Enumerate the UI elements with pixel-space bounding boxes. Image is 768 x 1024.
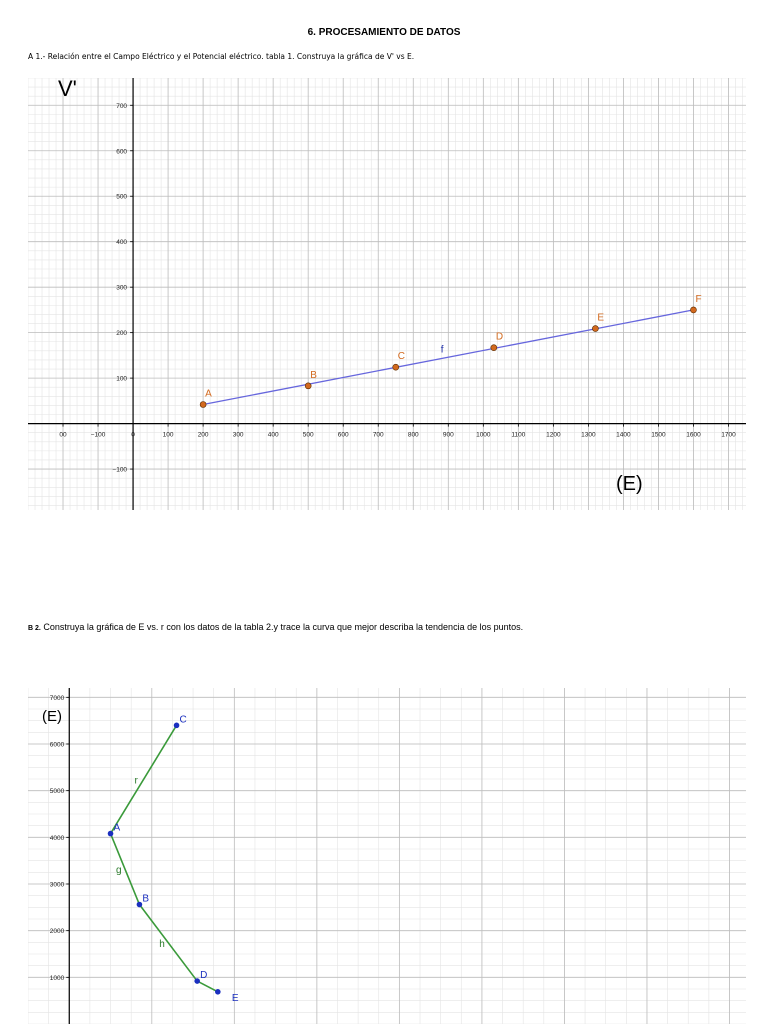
data-point (304, 382, 312, 390)
chart-e-vs-r: 1000 2000 3000 4000 5000 6000 7000 (E) r g h C A B D E (28, 688, 746, 1024)
y-tick-label: 400 (116, 239, 127, 246)
x-tick-label: 1600 (686, 432, 701, 439)
x-tick-label: 1400 (616, 432, 631, 439)
point-label: E (597, 313, 604, 324)
series-line-f (202, 309, 694, 406)
point-label: D (496, 332, 503, 343)
y-tick-label: 100 (116, 376, 127, 383)
data-point (173, 722, 180, 729)
x-tick-label: −100 (91, 432, 106, 439)
page-heading: 6. PROCESAMIENTO DE DATOS (307, 27, 461, 38)
data-point (690, 306, 697, 314)
x-tick-label: 600 (338, 432, 349, 439)
point-label: E (232, 993, 239, 1004)
x-tick-label: 700 (373, 432, 384, 439)
point-label: B (142, 894, 149, 905)
data-point (215, 989, 221, 995)
y-tick-label: 700 (116, 103, 127, 110)
x-tick-label: 400 (268, 432, 279, 439)
x-tick-label: 00 (59, 432, 67, 439)
x-tick-label: 1000 (476, 432, 491, 439)
chart-v-vs-e: 00 −100 0 100 200 300 400 500 600 700 800 900 1000 11… (28, 78, 746, 510)
y-tick-label: 1000 (50, 975, 65, 982)
data-point (392, 363, 400, 371)
y-tick-label: 600 (116, 148, 127, 155)
y-tick-label: 2000 (50, 928, 65, 935)
y-tick-label: 4000 (50, 835, 65, 842)
y-tick-label: −100 (112, 467, 127, 474)
point-label: C (398, 351, 405, 362)
point-label: A (205, 389, 212, 400)
line-label: f (441, 344, 444, 355)
y-axis-title: (E) (42, 708, 62, 725)
y-tick-label: 500 (116, 194, 127, 201)
point-label: A (114, 823, 121, 834)
x-tick-label: 0 (131, 432, 135, 439)
x-tick-label: 1100 (511, 432, 525, 439)
data-point (107, 830, 114, 837)
point-label: B (310, 370, 317, 381)
x-tick-label: 1700 (721, 432, 736, 439)
segment-label: h (159, 939, 165, 950)
x-tick-label: 300 (233, 432, 244, 439)
x-tick-label: 800 (408, 432, 419, 439)
series-segment (109, 724, 178, 835)
data-point (199, 401, 207, 408)
y-tick-label: 300 (116, 285, 127, 292)
data-point (592, 325, 599, 332)
x-tick-label: 1300 (581, 432, 596, 439)
y-tick-label: 5000 (50, 788, 65, 795)
x-axis-title: (E) (616, 473, 643, 495)
series-segment (109, 833, 141, 905)
y-tick-label: 6000 (50, 742, 65, 749)
y-tick-label: 200 (116, 330, 127, 337)
instruction-b: B 2. Construya la gráfica de E vs. r con… (28, 622, 523, 632)
x-tick-label: 1200 (546, 432, 561, 439)
data-point (490, 344, 498, 351)
x-tick-label: 1500 (651, 432, 666, 439)
segment-label: g (116, 865, 122, 876)
y-axis-title: V' (58, 78, 77, 101)
point-label: D (200, 970, 207, 981)
data-point (136, 901, 143, 908)
y-tick-label: 3000 (50, 882, 65, 889)
point-label: C (180, 714, 187, 725)
series-segment (138, 904, 198, 982)
instruction-b-label: B 2. (28, 625, 41, 632)
x-tick-label: 500 (303, 432, 314, 439)
x-tick-label: 900 (443, 432, 454, 439)
instruction-a: A 1.- Relación entre el Campo Eléctrico … (28, 52, 415, 61)
series-segment (196, 980, 219, 993)
instruction-b-text: Construya la gráfica de E vs. r con los … (40, 622, 524, 632)
y-tick-label: 7000 (50, 695, 65, 702)
x-tick-label: 200 (198, 432, 209, 439)
data-point (194, 978, 200, 984)
segment-label: r (135, 775, 139, 786)
point-label: F (695, 294, 701, 305)
x-tick-label: 100 (163, 432, 174, 439)
